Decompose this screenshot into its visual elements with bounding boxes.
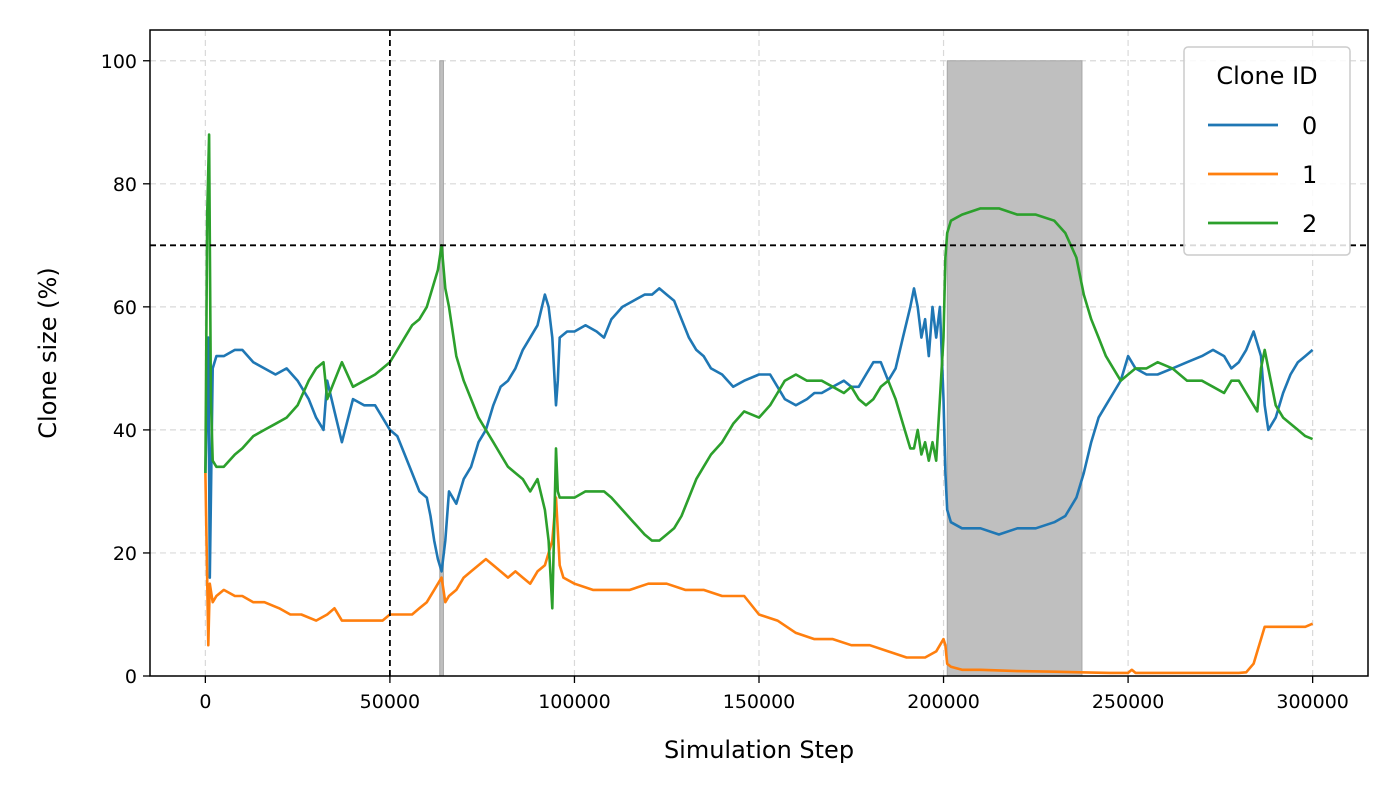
y-tick-label: 0 bbox=[125, 666, 137, 688]
y-tick-label: 60 bbox=[113, 297, 137, 319]
series-layer bbox=[204, 133, 1314, 675]
reference-lines bbox=[150, 30, 1368, 676]
x-tick-label: 300000 bbox=[1276, 691, 1349, 713]
y-tick-label: 20 bbox=[113, 543, 137, 565]
series-line-0 bbox=[204, 287, 1314, 579]
shaded-regions bbox=[439, 60, 1083, 677]
x-tick-label: 200000 bbox=[907, 691, 980, 713]
legend-label-1: 1 bbox=[1302, 161, 1317, 189]
y-tick-label: 80 bbox=[113, 174, 137, 196]
legend-box bbox=[1183, 46, 1351, 256]
series-line-2 bbox=[204, 133, 1314, 610]
x-tick-label: 100000 bbox=[538, 691, 611, 713]
x-tick-label: 0 bbox=[199, 691, 211, 713]
series-line-1 bbox=[204, 472, 1314, 675]
x-axis-title: Simulation Step bbox=[664, 736, 854, 764]
y-ticks: 0 20 40 60 80 100 bbox=[101, 51, 150, 688]
x-ticks: 0 50000 100000 150000 200000 250000 300000 bbox=[199, 676, 1349, 713]
legend-title: Clone ID bbox=[1216, 62, 1317, 90]
shaded-region bbox=[946, 60, 1083, 677]
y-tick-label: 40 bbox=[113, 420, 137, 442]
legend-label-0: 0 bbox=[1302, 112, 1317, 140]
x-tick-label: 150000 bbox=[723, 691, 796, 713]
x-tick-label: 250000 bbox=[1092, 691, 1165, 713]
legend-label-2: 2 bbox=[1302, 210, 1317, 238]
y-tick-label: 100 bbox=[101, 51, 137, 73]
legend-items: 0 1 2 bbox=[1208, 112, 1317, 238]
legend: Clone ID 0 1 2 bbox=[1183, 46, 1351, 256]
x-tick-label: 50000 bbox=[360, 691, 420, 713]
y-axis-title: Clone size (%) bbox=[34, 267, 62, 438]
